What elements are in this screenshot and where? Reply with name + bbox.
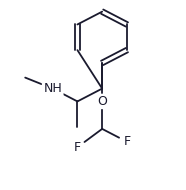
Text: F: F — [74, 141, 81, 154]
Text: NH: NH — [43, 82, 62, 95]
Text: F: F — [123, 135, 130, 148]
Text: O: O — [97, 95, 107, 108]
